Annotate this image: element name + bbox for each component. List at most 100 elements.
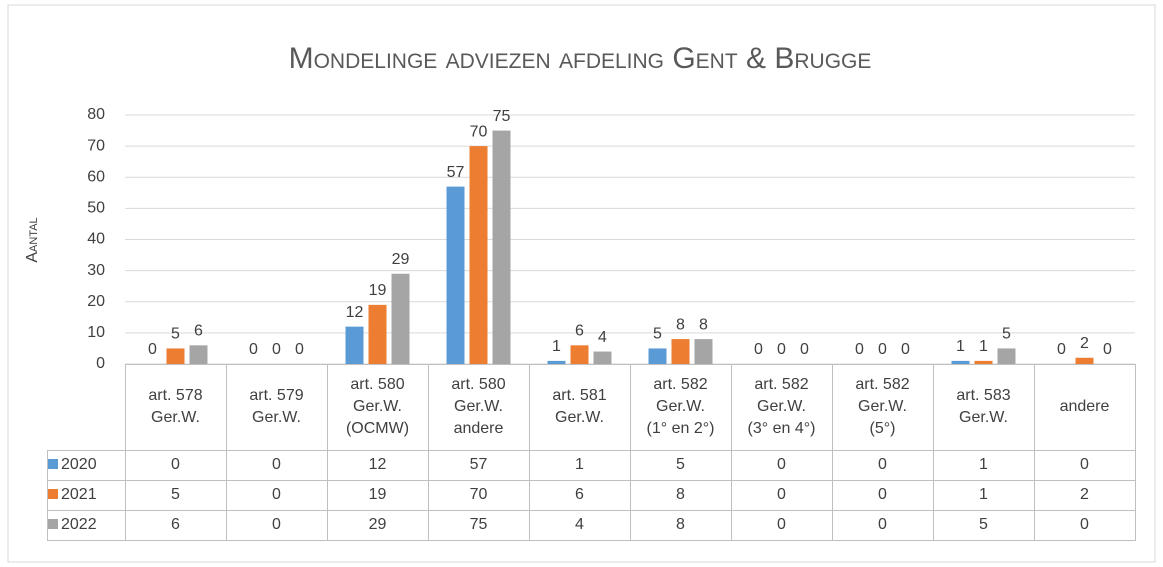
y-tick-label: 60 [87,168,105,185]
table-corner [47,364,126,451]
table-value: 12 [326,449,429,481]
table-value: 0 [831,509,934,541]
data-label: 5 [1002,326,1011,343]
table-value: 6 [124,509,227,541]
category-label: art. 582 Ger.W. (3° en 4°) [730,364,833,451]
category-label: art. 580 Ger.W. (OCMW) [326,364,429,451]
table-value: 0 [225,509,328,541]
bar [1075,357,1094,364]
y-tick-label: 20 [87,293,105,310]
legend-cell: 2020 [47,449,126,481]
y-tick-label: 50 [87,200,105,217]
category-label: art. 582 Ger.W. (1° en 2°) [629,364,732,451]
y-tick-label: 0 [96,355,105,372]
data-label: 1 [552,338,561,355]
bar [593,351,612,364]
table-value: 70 [427,479,530,511]
data-label: 0 [855,341,864,358]
bar [648,348,667,364]
table-value: 0 [730,449,833,481]
table-row: 2021 5 0 19 70 6 8 0 0 1 2 [47,479,1136,511]
data-label: 8 [676,316,685,333]
table-value: 0 [730,479,833,511]
table-value: 0 [730,509,833,541]
table-header-row: art. 578 Ger.W. art. 579 Ger.W. art. 580 G… [47,364,1136,451]
category-label: andere [1033,364,1136,451]
data-label: 57 [447,164,465,181]
table-value: 5 [124,479,227,511]
y-tick-label: 30 [87,262,105,279]
y-tick-label: 80 [87,106,105,123]
bar [974,360,993,364]
category-label: art. 579 Ger.W. [225,364,328,451]
table-value: 0 [124,449,227,481]
chart-border [7,4,1156,563]
data-label: 1 [956,338,965,355]
y-tick-label: 70 [87,137,105,154]
category-label: art. 578 Ger.W. [124,364,227,451]
data-label: 0 [249,341,258,358]
table-value: 0 [225,449,328,481]
data-label: 29 [392,251,410,268]
data-label: 0 [1103,341,1112,358]
legend-key [48,519,58,529]
bar [694,339,713,364]
category-label: art. 583 Ger.W. [932,364,1035,451]
table-value: 0 [1033,449,1136,481]
data-label: 0 [754,341,763,358]
legend-label: 2022 [61,516,97,533]
data-label: 0 [777,341,786,358]
table-value: 5 [932,509,1035,541]
table-value: 1 [932,479,1035,511]
table-value: 0 [831,449,934,481]
legend-label: 2020 [61,456,97,473]
data-label: 6 [575,323,584,340]
legend-label: 2021 [61,486,97,503]
bar [391,273,410,364]
table-row: 2022 6 0 29 75 4 8 0 0 5 0 [47,509,1136,541]
table-value: 19 [326,479,429,511]
legend-key [48,489,58,499]
data-label: 0 [148,341,157,358]
category-label: art. 580 Ger.W. andere [427,364,530,451]
bar [469,146,488,364]
bar [446,186,465,364]
data-label: 5 [171,326,180,343]
bar [189,345,208,364]
bar [368,304,387,364]
bar [492,130,511,364]
data-label: 75 [493,108,511,125]
table-value: 57 [427,449,530,481]
data-label: 19 [369,282,387,299]
y-tick-label: 40 [87,231,105,248]
data-label: 4 [598,329,607,346]
chart-title: Mondelinge adviezen afdeling Gent & Brug… [289,42,872,75]
bar [671,339,690,364]
table-value: 6 [528,479,631,511]
y-axis-label: Aantal [24,217,41,262]
bar [570,345,589,364]
table-value: 8 [629,509,732,541]
bar [166,348,185,364]
table-value: 5 [629,449,732,481]
table-value: 29 [326,509,429,541]
data-label: 6 [194,323,203,340]
legend-cell: 2022 [47,509,126,541]
table-value: 75 [427,509,530,541]
table-value: 4 [528,509,631,541]
bar [547,360,566,364]
data-label: 5 [653,326,662,343]
data-label: 1 [979,338,988,355]
data-label: 0 [295,341,304,358]
table-value: 0 [225,479,328,511]
legend-key [48,459,58,469]
bar [345,326,364,364]
data-label: 8 [699,316,708,333]
data-table: art. 578 Ger.W. art. 579 Ger.W. art. 580 G… [47,364,1136,541]
category-label: art. 582 Ger.W. (5°) [831,364,934,451]
data-label: 12 [346,304,364,321]
table-value: 8 [629,479,732,511]
y-tick-label: 10 [87,324,105,341]
